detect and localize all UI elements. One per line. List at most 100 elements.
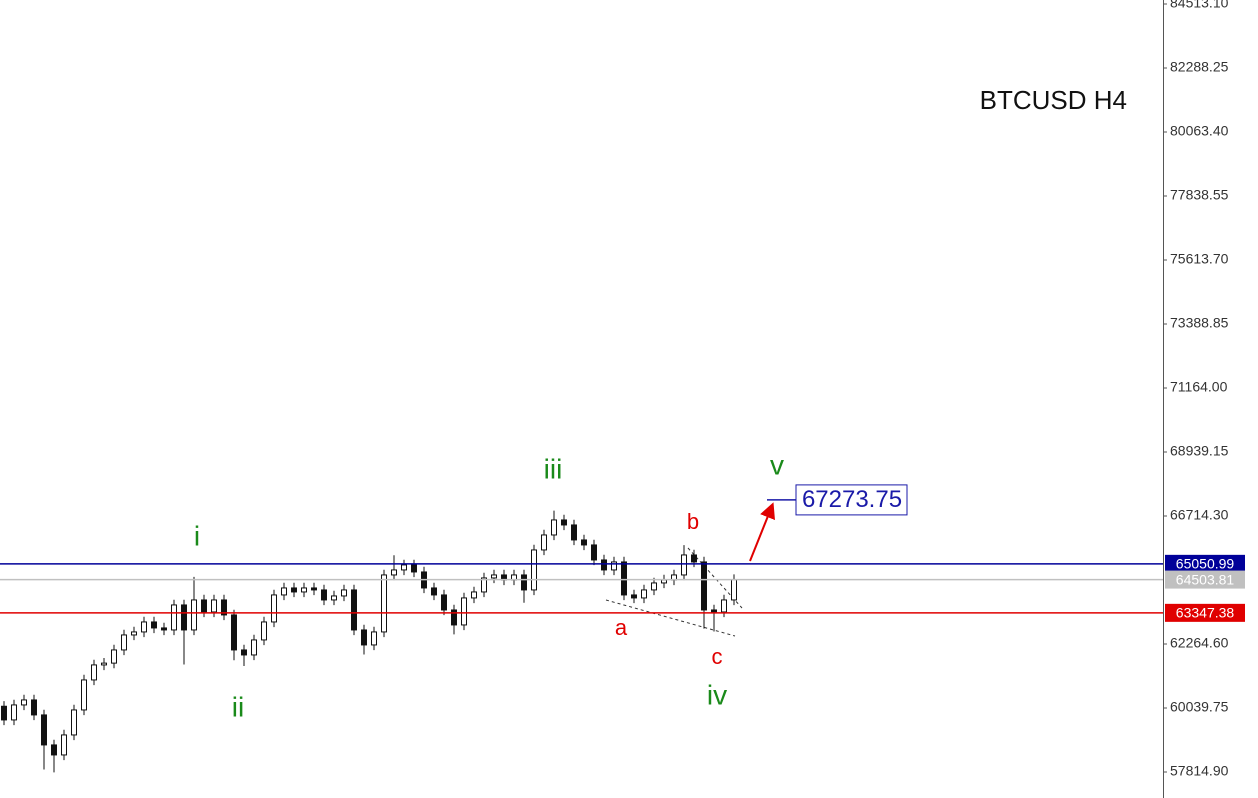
candle-body	[381, 574, 387, 633]
candle-body	[541, 534, 547, 551]
subwave-label: c	[712, 644, 723, 669]
candle-body	[661, 579, 667, 584]
projection-arrow	[749, 502, 775, 562]
candle-body	[321, 589, 327, 601]
level-label: 64503.81	[1176, 571, 1235, 587]
candle-body	[101, 662, 107, 666]
level-label-box	[1165, 570, 1245, 589]
wave-label: ii	[232, 691, 244, 722]
y-tick-label: 66714.30	[1170, 507, 1229, 523]
candle-body	[291, 587, 297, 593]
candle-body	[691, 554, 697, 563]
candle-body	[631, 594, 637, 599]
candle-body	[731, 579, 737, 601]
wave-label: v	[770, 449, 784, 480]
candle-body	[181, 604, 187, 631]
y-tick-label: 73388.85	[1170, 315, 1229, 331]
candle-body	[571, 524, 577, 541]
level-label: 65050.99	[1176, 556, 1235, 572]
y-tick-label: 60039.75	[1170, 699, 1229, 715]
candle-body	[711, 609, 717, 613]
candle-body	[441, 594, 447, 611]
candle-body	[551, 519, 557, 536]
y-tick-label: 84513.10	[1170, 0, 1229, 11]
candle-body	[351, 589, 357, 631]
candle-body	[81, 679, 87, 711]
y-tick-label: 57814.90	[1170, 763, 1229, 779]
candle-body	[451, 609, 457, 626]
candle-body	[341, 589, 347, 597]
candle-body	[591, 544, 597, 561]
y-tick-label: 82288.25	[1170, 59, 1229, 75]
candle-body	[641, 589, 647, 599]
candle-body	[21, 699, 27, 706]
candle-body	[201, 599, 207, 613]
candle-body	[111, 649, 117, 664]
candle-body	[561, 519, 567, 526]
candle-body	[371, 631, 377, 646]
target-label: 67273.75	[802, 486, 902, 513]
wave-label: iv	[707, 679, 727, 710]
wave-label: i	[194, 520, 200, 551]
candle-body	[71, 709, 77, 736]
candle-body	[161, 627, 167, 631]
level-label: 63347.38	[1176, 605, 1235, 621]
candle-body	[411, 564, 417, 573]
candle-body	[311, 587, 317, 591]
y-tick-label: 62264.60	[1170, 635, 1229, 651]
candle-body	[701, 561, 707, 611]
y-tick-label: 68939.15	[1170, 443, 1229, 459]
candle-body	[41, 714, 47, 746]
candle-body	[241, 649, 247, 656]
candle-body	[611, 561, 617, 571]
candle-body	[191, 599, 197, 631]
y-tick-label: 77838.55	[1170, 187, 1229, 203]
candle-body	[121, 634, 127, 651]
candle-body	[131, 631, 137, 636]
y-tick-label: 75613.70	[1170, 251, 1229, 267]
candle-body	[401, 564, 407, 571]
candle-body	[11, 704, 17, 721]
level-label-box	[1165, 554, 1245, 573]
candle-body	[471, 591, 477, 599]
candle-body	[431, 587, 437, 596]
subwave-label: a	[615, 615, 628, 640]
candle-body	[361, 629, 367, 646]
candle-body	[481, 577, 487, 593]
candle-body	[301, 587, 307, 593]
candle-body	[681, 554, 687, 576]
candle-body	[601, 559, 607, 571]
candle-body	[491, 574, 497, 579]
candle-body	[61, 734, 67, 756]
candle-body	[151, 621, 157, 629]
candle-body	[231, 614, 237, 651]
candle-body	[651, 582, 657, 591]
candle-body	[521, 574, 527, 591]
candle-body	[1, 705, 7, 721]
subwave-label: b	[687, 509, 699, 534]
candle-body	[331, 595, 337, 601]
candle-body	[51, 744, 57, 756]
level-label-box	[1165, 603, 1245, 622]
wave-label: iii	[544, 453, 563, 484]
y-tick-label: 80063.40	[1170, 123, 1229, 139]
candle-body	[531, 549, 537, 591]
candle-body	[721, 599, 727, 613]
trend-line	[605, 599, 736, 637]
candle-body	[581, 539, 587, 546]
candle-body	[221, 599, 227, 616]
candle-body	[171, 604, 177, 631]
candle-body	[91, 664, 97, 681]
y-tick-label: 71164.00	[1170, 379, 1228, 395]
candle-body	[461, 597, 467, 626]
candle-body	[31, 699, 37, 716]
candle-body	[141, 621, 147, 633]
candle-body	[391, 569, 397, 576]
chart-title: BTCUSD H4	[980, 85, 1127, 115]
candle-body	[281, 587, 287, 596]
candle-body	[251, 639, 257, 656]
target-box	[795, 484, 908, 516]
candle-body	[261, 621, 267, 641]
candle-body	[621, 561, 627, 596]
